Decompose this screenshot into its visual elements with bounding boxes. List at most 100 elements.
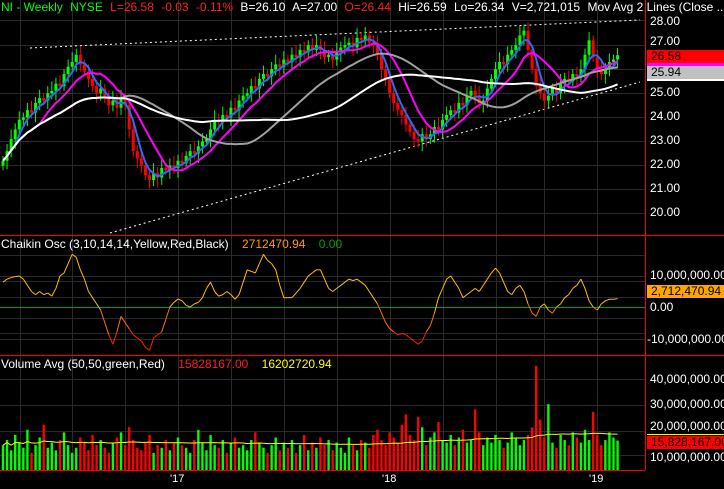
candle-body — [359, 37, 363, 41]
chaikin-segment — [2, 278, 8, 283]
candle-body — [209, 129, 213, 140]
price-tick: 25.00 — [650, 85, 681, 99]
candle-body — [510, 49, 514, 55]
x-tick: '19 — [589, 473, 604, 485]
volume-bar — [355, 450, 359, 470]
chaikin-segment — [104, 322, 110, 336]
chaikin-segment — [548, 309, 553, 314]
volume-bar — [201, 442, 204, 470]
study-label[interactable]: Mov Avg 2 Lines (Close ... — [587, 0, 724, 14]
chaikin-zero: 0.00 — [318, 237, 343, 251]
moving-averages — [2, 38, 619, 178]
chaikin-segment — [291, 292, 297, 299]
volume-bar — [339, 447, 343, 470]
candle-body — [164, 168, 168, 171]
chaikin-segment — [348, 278, 354, 282]
chaikin-segment — [450, 275, 456, 283]
volume-bar — [608, 432, 611, 470]
chaikin-label[interactable]: Chaikin Osc (3,10,14,14,Yellow,Red,Black… — [1, 237, 229, 251]
candle-body — [384, 69, 388, 79]
candle-body — [485, 88, 489, 101]
chaikin-segment — [405, 334, 411, 339]
candle-body — [392, 93, 396, 103]
candle-body — [54, 83, 58, 91]
volume-label[interactable]: Volume Avg (50,50,green,Red) — [1, 357, 165, 371]
candle-body — [86, 71, 90, 79]
chaikin-oscillator — [0, 253, 645, 351]
candle-body — [550, 88, 554, 96]
candle-body — [591, 40, 595, 58]
candle-body — [571, 74, 575, 82]
chaikin-segment — [299, 281, 305, 289]
candle-body — [270, 69, 274, 77]
chaikin-segment — [140, 340, 146, 348]
volume-bar — [152, 452, 155, 470]
volume-bar — [274, 437, 277, 470]
chaikin-segment — [206, 281, 211, 289]
chaikin-tick: -10,000,000.00 — [647, 332, 724, 346]
chaikin-segment — [185, 304, 191, 308]
volume-bar — [209, 434, 212, 470]
candle-body — [200, 141, 204, 147]
volume-bar — [266, 452, 269, 470]
volume-bar — [530, 427, 534, 470]
volume-avg-line — [2, 432, 618, 446]
chaikin-segment — [499, 272, 505, 283]
chaikin-segment — [145, 346, 150, 351]
chaikin-segment — [470, 288, 476, 292]
chaikin-segment — [568, 288, 574, 295]
volume-bar — [164, 440, 167, 470]
chaikin-segment — [18, 275, 24, 280]
candle-body — [396, 102, 400, 111]
candle-body — [310, 45, 314, 50]
candle-body — [555, 88, 559, 94]
volume-bar — [262, 447, 265, 470]
candle-body — [575, 74, 579, 77]
candle-body — [74, 54, 78, 62]
candle-body — [412, 131, 416, 140]
chaikin-segment — [165, 306, 171, 320]
volume-bar — [286, 447, 290, 470]
ma-mid-line — [2, 42, 619, 172]
volume-bar — [87, 450, 90, 470]
volume-bar — [127, 427, 131, 470]
volume-bar — [34, 445, 37, 470]
candle-body — [13, 129, 17, 140]
volume-bar — [347, 437, 351, 470]
price-tick: 20.00 — [650, 205, 681, 219]
chaikin-segment — [507, 291, 513, 295]
chaikin-segment — [31, 291, 36, 295]
candle-body — [111, 100, 115, 106]
volume-bar — [172, 442, 176, 470]
candle-body — [66, 66, 70, 75]
candle-body — [400, 110, 404, 115]
chaikin-segment — [552, 306, 557, 314]
upper-trendline — [29, 19, 641, 49]
volume-bar — [596, 434, 599, 470]
chaikin-segment — [462, 294, 468, 299]
low: Lo=26.34 — [453, 0, 505, 14]
candle-body — [123, 98, 127, 106]
chaikin-segment — [572, 284, 578, 289]
chaikin-segment — [96, 303, 102, 311]
volume-bar — [449, 434, 452, 470]
chaikin-value: 2712470.94 — [242, 237, 306, 251]
volume-bar — [486, 437, 489, 470]
candle-body — [546, 95, 550, 101]
volume-bar — [1, 445, 5, 470]
candle-body — [347, 42, 351, 46]
chaikin-segment — [161, 319, 167, 332]
candle-body — [331, 54, 335, 60]
volume-bar — [616, 440, 619, 470]
chaikin-segment — [527, 303, 533, 314]
chaikin-segment — [15, 275, 20, 278]
volume-bar — [221, 440, 224, 470]
chaikin-segment — [247, 269, 252, 272]
chaikin-segment — [344, 278, 350, 283]
volume-bar — [323, 445, 326, 470]
volume-bar — [567, 445, 570, 470]
volume-bar — [396, 442, 399, 470]
symbol: NI - Weekly — [1, 0, 63, 14]
chaikin-segment — [35, 291, 40, 295]
ma-long-line — [2, 73, 618, 162]
